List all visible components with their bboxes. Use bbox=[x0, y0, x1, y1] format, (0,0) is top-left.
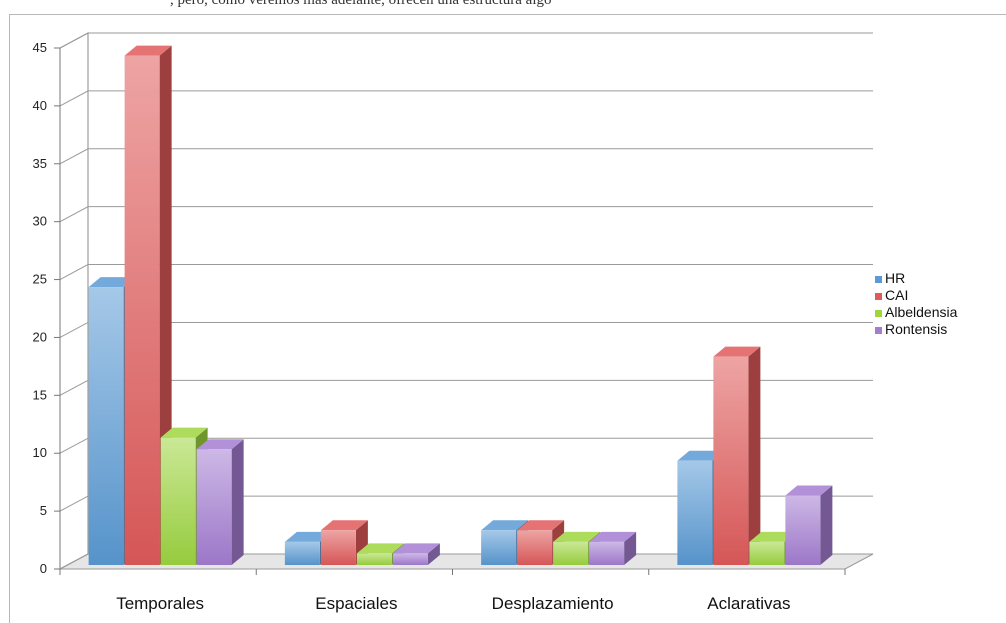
x-category-label: Espaciales bbox=[315, 594, 397, 613]
y-tick-label: 20 bbox=[33, 329, 47, 344]
frame-border-left bbox=[9, 14, 10, 623]
bar-cai-aclarativas bbox=[713, 346, 761, 565]
y-tick-label: 35 bbox=[33, 156, 47, 171]
y-tick-label: 30 bbox=[33, 214, 47, 229]
bar-rontensis-temporales bbox=[196, 439, 244, 565]
x-category-label: Desplazamiento bbox=[492, 594, 614, 613]
bar-rontensis-aclarativas bbox=[785, 485, 833, 565]
gridline bbox=[59, 264, 873, 280]
x-category-label: Temporales bbox=[116, 594, 204, 613]
y-tick-label: 40 bbox=[33, 98, 47, 113]
y-tick-label: 25 bbox=[33, 272, 47, 287]
y-tick-label: 15 bbox=[33, 387, 47, 402]
legend-swatch bbox=[875, 327, 882, 334]
gridline bbox=[59, 90, 873, 107]
legend-label: HR bbox=[885, 270, 905, 286]
frame-border-top bbox=[9, 14, 1006, 15]
y-tick-label: 5 bbox=[40, 503, 47, 518]
top-caption: , pero, como veremos más adelante, ofrec… bbox=[170, 0, 552, 8]
y-tick-label: 0 bbox=[40, 561, 47, 576]
gridline bbox=[59, 206, 873, 223]
x-category-label: Aclarativas bbox=[707, 594, 790, 613]
y-tick-label: 45 bbox=[33, 40, 47, 55]
bar-rontensis-desplazamiento bbox=[589, 531, 637, 565]
legend-swatch bbox=[875, 293, 882, 300]
gridline bbox=[59, 321, 873, 338]
gridline bbox=[59, 148, 873, 165]
gridline bbox=[59, 437, 873, 454]
y-tick-label: 10 bbox=[33, 445, 47, 460]
gridline bbox=[59, 32, 873, 49]
legend-swatch bbox=[875, 276, 882, 283]
left-wall bbox=[59, 32, 89, 570]
legend-label: CAI bbox=[885, 287, 908, 303]
bar-cai-temporales bbox=[124, 45, 172, 566]
gridline bbox=[59, 495, 873, 512]
bar-rontensis-espaciales bbox=[392, 543, 440, 565]
legend-label: Rontensis bbox=[885, 321, 947, 337]
legend-label: Albeldensia bbox=[885, 304, 958, 320]
gridline bbox=[59, 379, 873, 396]
legend-swatch bbox=[875, 310, 882, 317]
